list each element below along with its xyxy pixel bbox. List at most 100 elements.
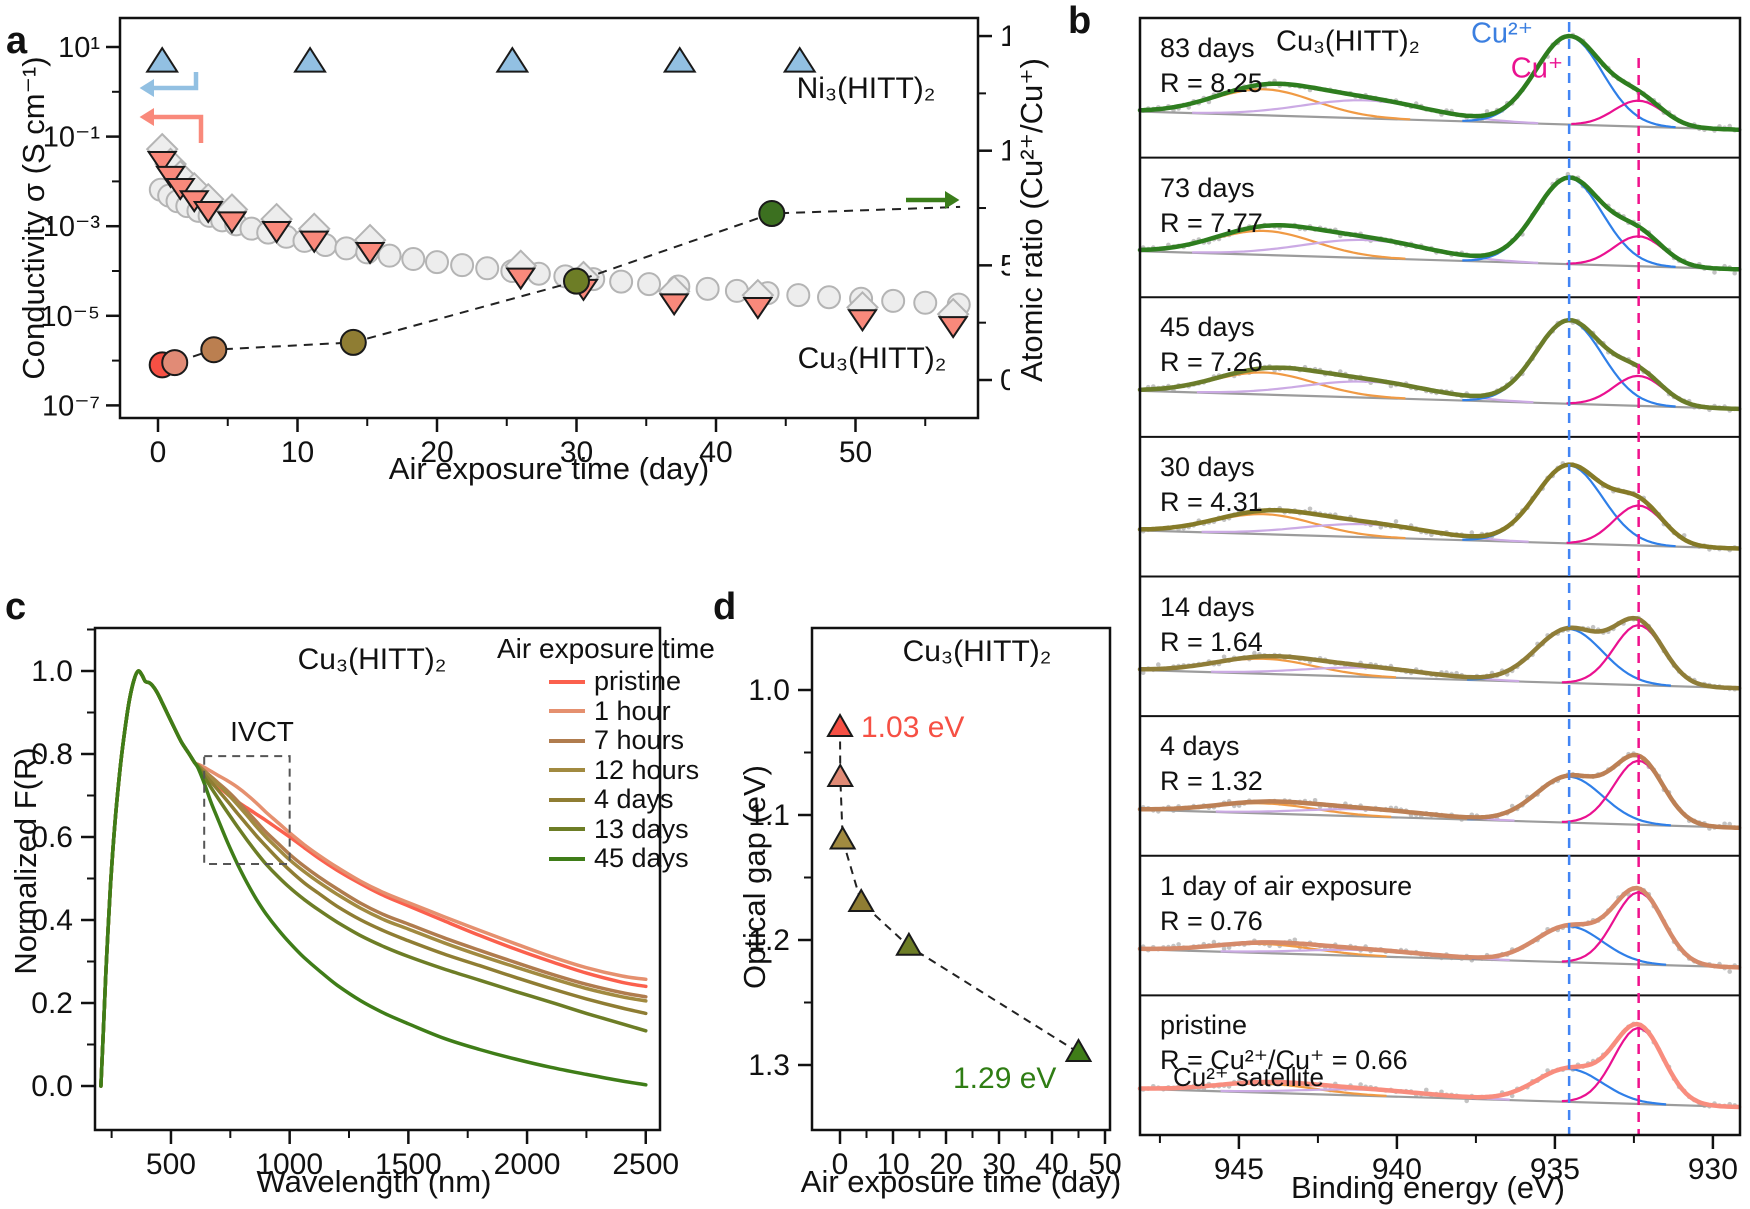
panel-a-plot: 0 10 20 30 40 50 10¹ 10⁻¹ 10⁻³ 10⁻⁵ 10⁻⁷ 0 5 10 15 (40, 16, 1010, 469)
gap-marker (826, 712, 854, 737)
optical-gap-last-label: 1.29 eV (953, 1062, 1057, 1095)
marker (155, 165, 186, 189)
cu2plus-label: Cu²⁺ (1470, 17, 1534, 50)
ratio-marker (339, 328, 367, 356)
marker (662, 46, 697, 73)
panel-b-chart: 945 940 935 930 (1137, 16, 1742, 1186)
plot-frame (1138, 16, 1742, 1137)
marker (742, 297, 774, 320)
marker (847, 309, 878, 333)
tick-label: 10⁻⁷ (42, 390, 100, 422)
ni-series-label: Ni₃(HITT)₂ (796, 72, 936, 105)
cu2-satellite-label: Cu²⁺ satellite (1173, 1062, 1324, 1092)
fit-envelope (1137, 1021, 1742, 1110)
marker (164, 177, 196, 201)
tick-label: 50 (839, 436, 872, 469)
tick-label: 0.8 (31, 738, 73, 771)
legend-item: pristine (549, 666, 699, 697)
tick-label: 1.0 (31, 655, 73, 688)
xps-subpanel-label: 1 day of air exposure R = 0.76 (1160, 870, 1413, 936)
gap-marker (847, 887, 875, 912)
panel-c-ylabel: Normalized F(R) (8, 747, 43, 975)
tick-label: 0 (1000, 364, 1010, 397)
tick-label: 2500 (612, 1148, 679, 1181)
tick-label: 20 (420, 436, 453, 469)
series-triangle-down (146, 151, 969, 339)
tick-label: 1.3 (748, 1049, 790, 1082)
panel-c-letter: c (5, 586, 27, 628)
panel-a-xlabel: Air exposure time (day) (388, 451, 710, 486)
tick-label: 935 (1530, 1153, 1580, 1186)
legend-item: 7 hours (549, 725, 699, 756)
plot-frame (810, 626, 1112, 1132)
baseline (1139, 110, 1741, 131)
panel-a-y2label: Atomic ratio (Cu²⁺/Cu⁺) (1014, 58, 1049, 382)
baseline (1139, 250, 1741, 271)
marker (192, 200, 224, 224)
tick-label: 500 (146, 1148, 196, 1181)
marker (425, 250, 449, 275)
legend-line-icon (549, 856, 585, 861)
tick-label: 10¹ (58, 32, 100, 64)
ratio-marker (161, 349, 189, 377)
marker (505, 267, 537, 291)
tick-label: 40 (1035, 1148, 1068, 1181)
arrow-head-icon (139, 79, 154, 97)
ratio-marker (200, 336, 228, 364)
panel-a-letter: a (6, 20, 28, 62)
marker (695, 276, 720, 301)
ratio-marker (758, 200, 786, 228)
plot-frame (118, 16, 980, 420)
legend-line-icon (549, 679, 585, 684)
ivct-annotation-box (203, 755, 291, 865)
tick-label: 10⁻³ (43, 211, 101, 243)
xps-subpanel-label: 73 days R = 7.77 (1160, 172, 1263, 238)
panel-b-xlabel: Binding energy (eV) (1291, 1170, 1565, 1205)
marker (298, 230, 330, 254)
fit-envelope (1137, 885, 1742, 970)
arrow-head-icon (945, 191, 960, 209)
marker (937, 316, 969, 339)
tick-label: 0 (832, 1148, 849, 1181)
spectrum-curve (99, 669, 648, 1088)
gap-marker (895, 931, 923, 956)
tick-label: 50 (1088, 1148, 1121, 1181)
series-circle (148, 177, 971, 317)
panel-d-plot: 0 10 20 30 40 50 1.0 1.1 1.2 1.3 (748, 626, 1122, 1181)
legend-item: 1 hour (549, 696, 699, 727)
tick-label: 0.0 (31, 1070, 73, 1103)
tick-label: 1.1 (748, 799, 790, 832)
marker (495, 46, 530, 73)
marker (145, 46, 180, 73)
tick-label: 30 (982, 1148, 1015, 1181)
fit-envelope (1137, 33, 1742, 132)
legend-line-icon (549, 797, 585, 802)
marker (786, 283, 811, 308)
xps-subpanel (1137, 1021, 1742, 1110)
marker (816, 285, 841, 310)
xps-subpanel-label: 45 days R = 7.26 (1160, 312, 1263, 378)
legend-item: 13 days (549, 814, 699, 845)
panel-b-letter: b (1068, 0, 1092, 42)
tick-label: 2000 (494, 1148, 561, 1181)
panel-b-plot: 945 940 935 930 (1137, 16, 1742, 1186)
ivct-label: IVCT (230, 716, 294, 747)
tick-label: 10 (1000, 135, 1010, 168)
tick-label: 930 (1688, 1153, 1738, 1186)
marker (334, 236, 359, 261)
legend-title: Air exposure time (497, 633, 715, 664)
tick-label: 1.0 (748, 674, 790, 707)
panel-c-title: Cu₃(HITT)₂ (297, 643, 447, 676)
gap-marker (828, 825, 857, 850)
arrow-head-icon (139, 108, 154, 126)
panel-a-chart: 0 10 20 30 40 50 10¹ 10⁻¹ 10⁻³ 10⁻⁵ 10⁻⁷ 0 5 10 15 (40, 16, 1010, 469)
marker (637, 272, 662, 297)
tick-label: 0.6 (31, 821, 73, 854)
tick-label: 10⁻⁵ (40, 301, 100, 333)
panel-d-ylabel: Optical gap (eV) (737, 765, 772, 989)
ni-left-axis-arrow-icon (153, 72, 199, 91)
tick-label: 0.2 (31, 987, 73, 1020)
tick-label: 940 (1372, 1153, 1422, 1186)
xps-subpanel (1137, 885, 1742, 974)
